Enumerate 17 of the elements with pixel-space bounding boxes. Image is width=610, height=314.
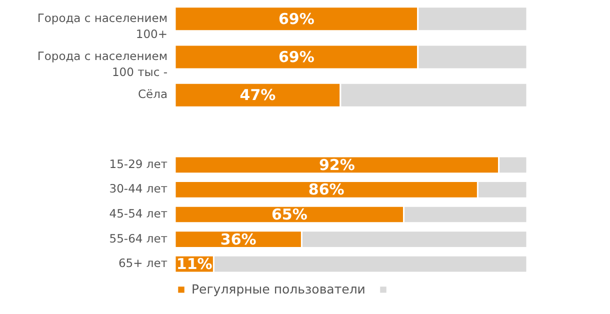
y-tick-label: 30-44 лет [109,182,168,196]
data-label: 86% [308,180,344,199]
y-tick-label: Города с населением 100 тыс - [37,49,168,79]
y-tick-label: 45-54 лет [109,206,168,220]
y-tick-label: 65+ лет [118,256,168,270]
data-label: 47% [240,86,276,104]
y-tick-label: Сёла [138,87,168,102]
y-tick-label: 55-64 лет [109,231,168,246]
data-label: 69% [278,48,314,66]
legend-label: Регулярные пользователи [192,282,366,297]
data-label: 11% [176,255,212,274]
y-tick-label: 15-29 лет [109,156,168,171]
data-label: 36% [220,230,256,248]
data-label: 69% [278,10,314,28]
data-label: 65% [271,206,308,224]
y-tick-label: Города с населением 100+ [37,10,168,41]
data-label: 92% [318,156,355,174]
